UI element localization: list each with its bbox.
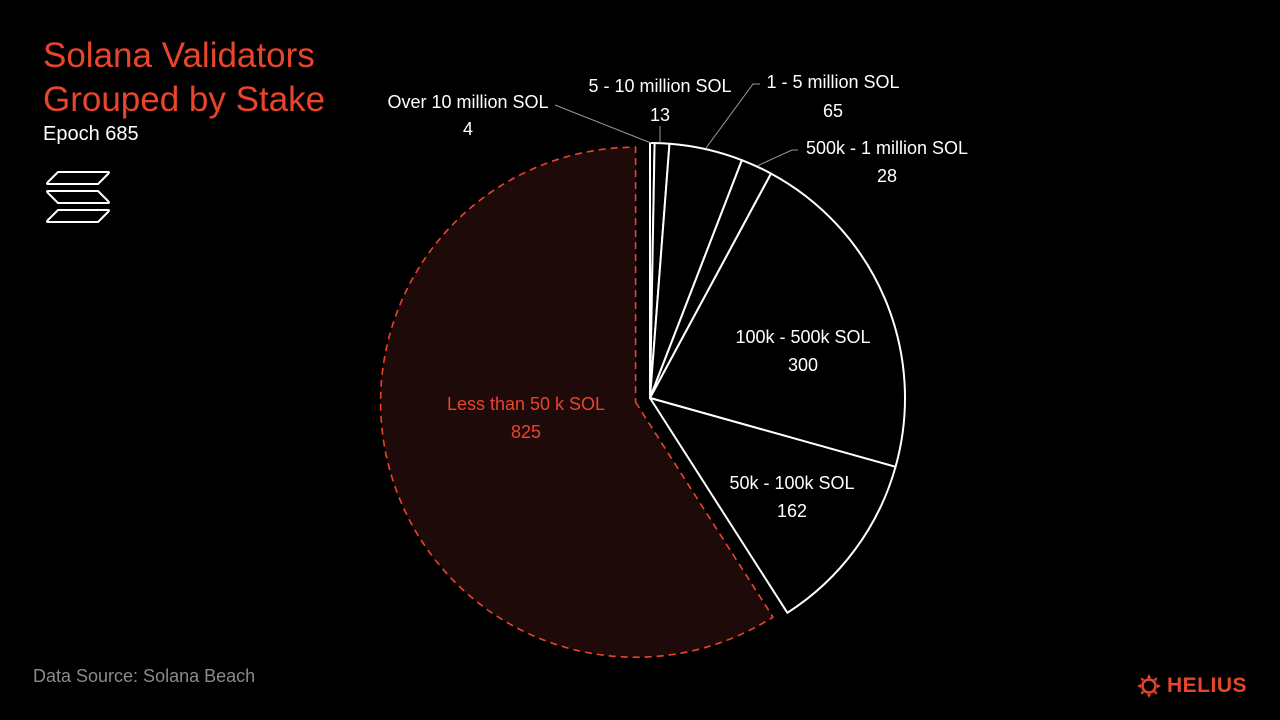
value-50k-100k: 162 [777, 501, 807, 521]
title-line-2: Grouped by Stake [43, 80, 326, 119]
value-500k-1m: 28 [877, 166, 897, 186]
label-500k-1m: 500k - 1 million SOL [806, 138, 968, 158]
helius-logo-icon [1137, 674, 1161, 698]
value-1-5m: 65 [823, 101, 843, 121]
leader-line-over-10m [554, 104, 652, 144]
label-5-10m: 5 - 10 million SOL [588, 76, 731, 96]
label-over-10m: Over 10 million SOL [387, 92, 548, 112]
label-50k-100k: 50k - 100k SOL [729, 473, 854, 493]
value-over-10m: 4 [463, 119, 473, 139]
pie-slice-5 [649, 397, 897, 614]
value-5-10m: 13 [650, 105, 670, 125]
leader-line-500k-1m [756, 149, 798, 167]
data-source: Data Source: Solana Beach [33, 666, 256, 686]
pie-slice-4 [649, 172, 906, 468]
value-less-50k: 825 [511, 422, 541, 442]
solana-logo-icon [46, 171, 110, 223]
title-line-1: Solana Validators [43, 36, 315, 75]
leader-line-1-5m [705, 83, 760, 149]
helius-wordmark: HELIUS [1167, 674, 1248, 697]
label-1-5m: 1 - 5 million SOL [766, 72, 899, 92]
helius-brand: HELIUS [1137, 674, 1247, 698]
label-less-50k: Less than 50 k SOL [447, 394, 605, 414]
label-100k-500k: 100k - 500k SOL [735, 327, 870, 347]
pie-slice-6 [379, 146, 774, 659]
chart-subtitle: Epoch 685 [43, 123, 139, 145]
value-100k-500k: 300 [788, 355, 818, 375]
chart-title: Solana Validators Grouped by Stake [43, 34, 325, 122]
